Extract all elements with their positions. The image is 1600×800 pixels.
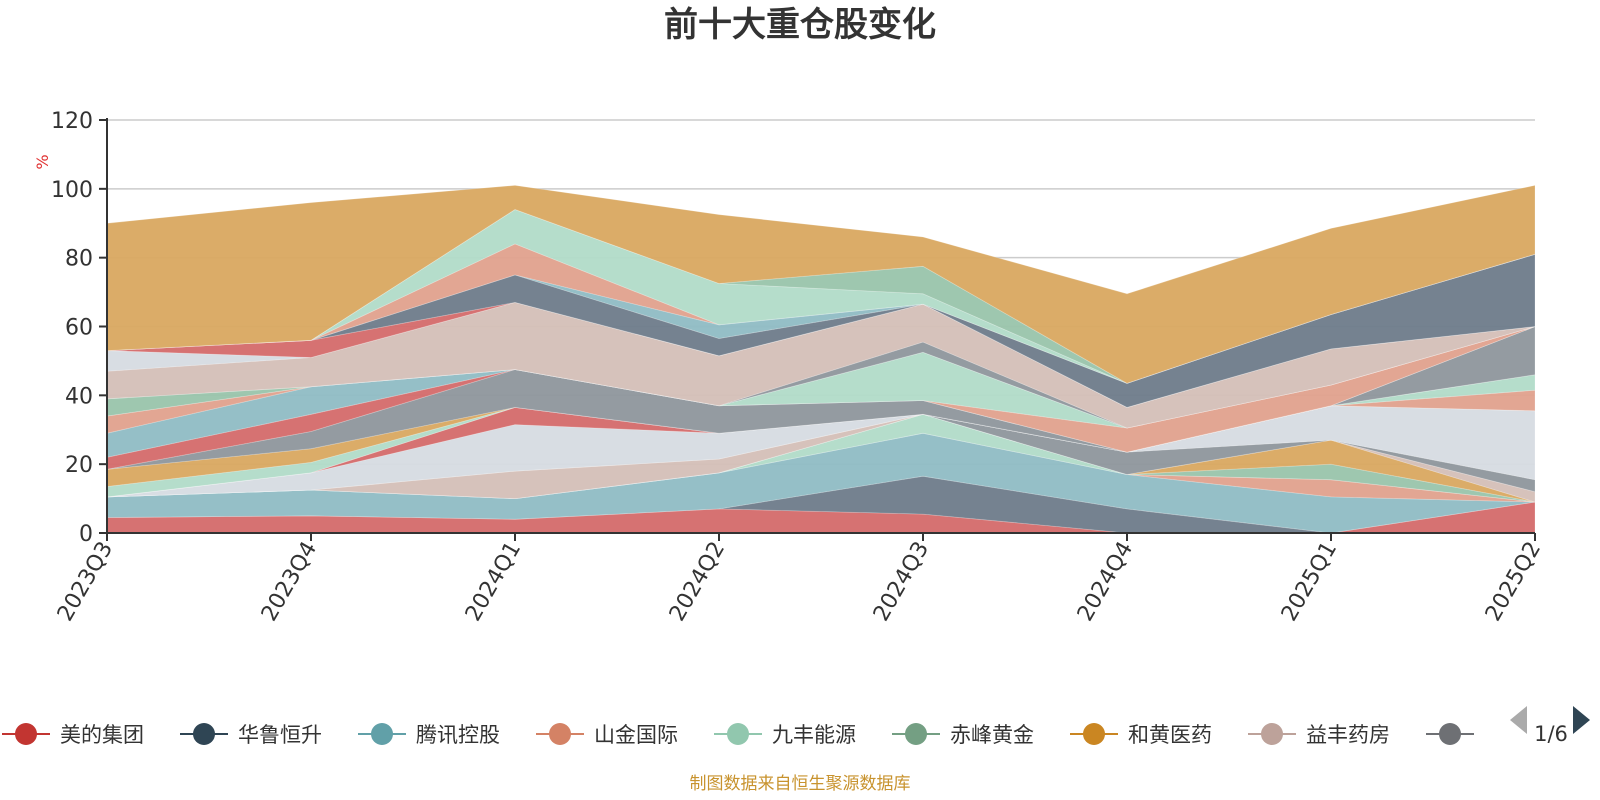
legend-marker-icon: [905, 723, 927, 745]
area-series-24: [106, 253, 1536, 408]
legend-marker-icon: [15, 723, 37, 745]
y-tick-label: 40: [65, 384, 93, 409]
legend: 美的集团 华鲁恒升 腾讯控股 山金国际 九丰能源 赤峰黄金 和黄医药 益丰药房: [2, 723, 1474, 747]
legend-item[interactable]: 益丰药房: [1248, 723, 1390, 747]
legend-label: 山金国际: [594, 723, 678, 747]
legend-label: 益丰药房: [1306, 723, 1390, 747]
legend-marker-icon: [193, 723, 215, 745]
y-tick-label: 80: [65, 247, 93, 272]
legend-page-indicator: 1/6: [1534, 722, 1568, 746]
legend-item[interactable]: 山金国际: [536, 723, 678, 747]
legend-marker-icon: [727, 723, 749, 745]
legend-item[interactable]: 九丰能源: [714, 723, 856, 747]
legend-marker-icon: [371, 723, 393, 745]
legend-item[interactable]: 美的集团: [2, 723, 144, 747]
stacked-areas: [106, 184, 1536, 534]
legend-item[interactable]: 赤峰黄金: [892, 723, 1034, 747]
x-tick-label: 2025Q1: [1277, 538, 1342, 626]
x-tick-label: 2025Q2: [1481, 538, 1546, 626]
y-tick-label: 100: [51, 178, 93, 203]
legend-marker-icon: [1083, 723, 1105, 745]
legend-next-arrow-icon[interactable]: [1573, 706, 1590, 734]
x-tick-label: 2024Q3: [869, 538, 934, 626]
legend-label: 华鲁恒升: [238, 723, 322, 747]
legend-item[interactable]: 腾讯控股: [358, 723, 500, 747]
legend-marker-icon: [549, 723, 571, 745]
x-tick-label: 2023Q3: [53, 538, 118, 626]
data-source-note: 制图数据来自恒生聚源数据库: [690, 774, 911, 794]
x-tick-label: 2023Q4: [257, 538, 322, 626]
y-tick-label: 120: [51, 109, 93, 134]
legend-label: 赤峰黄金: [950, 723, 1034, 747]
y-tick-label: 0: [79, 522, 93, 547]
y-tick-label: 20: [65, 453, 93, 478]
legend-label: 腾讯控股: [416, 723, 500, 747]
legend-marker-icon: [1261, 723, 1283, 745]
area-series-21: [106, 301, 1536, 429]
legend-label: 九丰能源: [772, 723, 856, 747]
y-axis-unit: %: [33, 154, 52, 169]
x-tick-label: 2024Q2: [665, 538, 730, 626]
area-series-2: [106, 432, 1536, 534]
area-series-22: [106, 301, 1536, 408]
legend-prev-arrow-icon[interactable]: [1510, 706, 1527, 734]
legend-label: 和黄医药: [1128, 723, 1212, 747]
legend-item[interactable]: 华鲁恒升: [180, 723, 322, 747]
legend-pager: 1/6: [1510, 706, 1590, 746]
area-series-29: [106, 184, 1536, 384]
x-tick-label: 2024Q4: [1073, 538, 1138, 626]
x-tick-label: 2024Q1: [461, 538, 526, 626]
legend-item[interactable]: [1426, 723, 1474, 745]
y-tick-label: 60: [65, 316, 93, 341]
chart-title: 前十大重仓股变化: [664, 5, 936, 45]
legend-marker-icon: [1439, 723, 1461, 745]
legend-item[interactable]: 和黄医药: [1070, 723, 1212, 747]
legend-label: 美的集团: [60, 723, 144, 747]
